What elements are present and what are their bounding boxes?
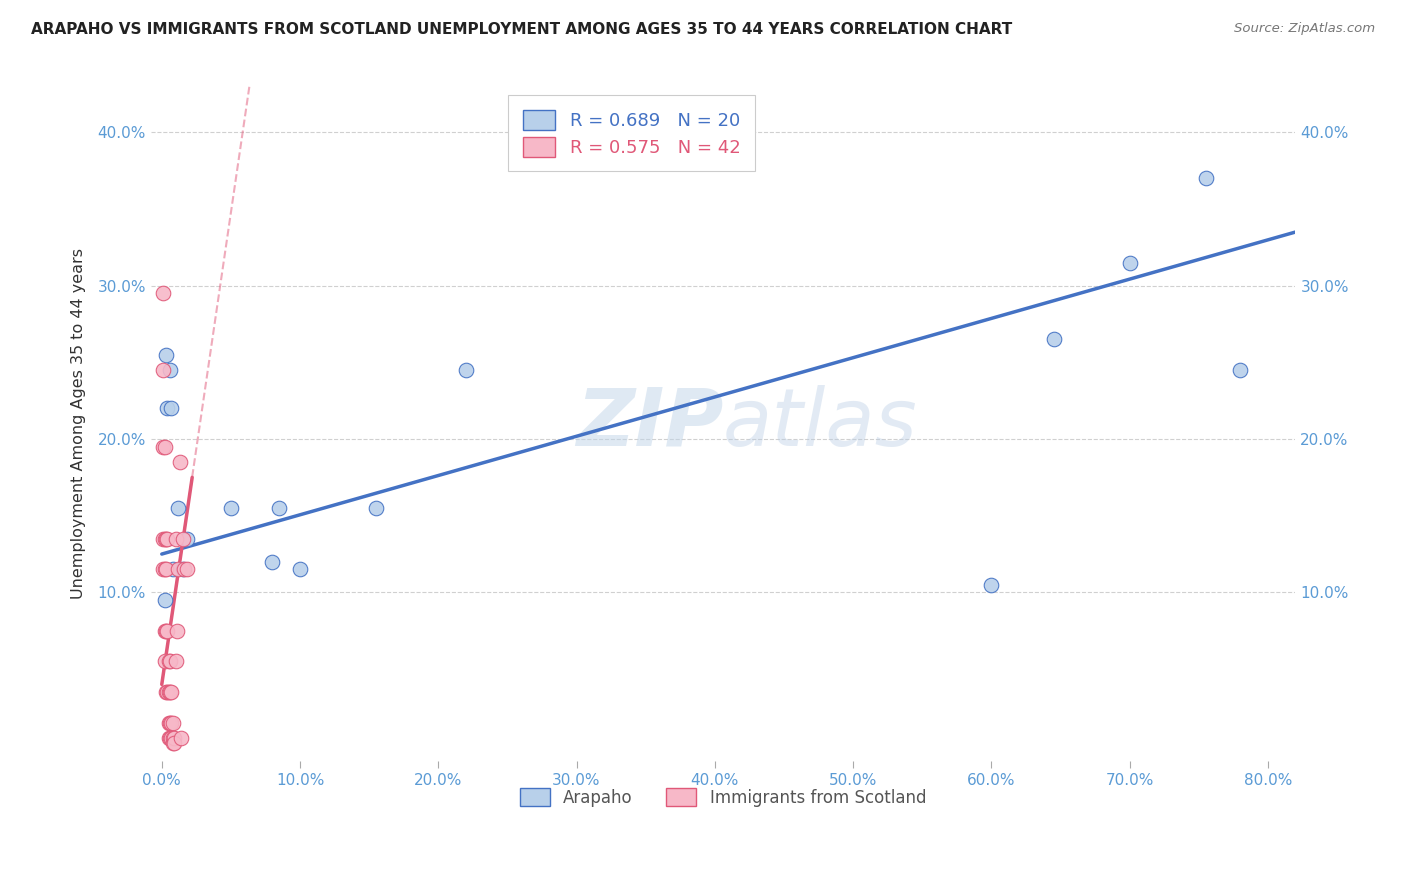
Legend: Arapaho, Immigrants from Scotland: Arapaho, Immigrants from Scotland [513,781,932,814]
Point [159,654,181,668]
Text: Source: ZipAtlas.com: Source: ZipAtlas.com [1234,22,1375,36]
Text: ZIP: ZIP [575,384,723,463]
Point [162,731,184,745]
Point [159,731,181,745]
Point [172,532,194,546]
Point [169,455,191,469]
Point [159,715,181,730]
Point [153,532,176,546]
Point [1194,171,1216,186]
Point [980,578,1002,592]
Point [162,715,184,730]
Point [155,562,177,576]
Point [155,532,177,546]
Point [1042,332,1064,346]
Point [160,715,183,730]
Point [162,562,184,576]
Text: ARAPAHO VS IMMIGRANTS FROM SCOTLAND UNEMPLOYMENT AMONG AGES 35 TO 44 YEARS CORRE: ARAPAHO VS IMMIGRANTS FROM SCOTLAND UNEM… [31,22,1012,37]
Point [152,363,174,377]
Point [157,685,180,699]
Point [153,562,176,576]
Point [153,654,176,668]
Point [176,532,198,546]
Point [288,562,311,576]
Point [153,624,176,638]
Point [160,731,183,745]
Point [157,654,180,668]
Point [159,363,181,377]
Point [155,624,177,638]
Point [167,562,190,576]
Point [157,715,180,730]
Point [172,562,194,576]
Point [176,562,198,576]
Point [165,532,187,546]
Point [153,440,176,454]
Point [156,685,179,699]
Point [156,532,179,546]
Point [152,532,174,546]
Point [163,736,186,750]
Text: atlas: atlas [723,384,918,463]
Point [155,685,177,699]
Point [173,562,195,576]
Point [454,363,477,377]
Point [262,555,284,569]
Point [167,501,190,516]
Point [155,348,177,362]
Point [170,731,193,745]
Point [152,562,174,576]
Point [152,440,174,454]
Point [166,624,188,638]
Point [160,685,183,699]
Point [156,624,179,638]
Point [1118,256,1140,270]
Point [269,501,291,516]
Point [152,286,174,301]
Point [159,685,181,699]
Point [157,731,180,745]
Point [1229,363,1251,377]
Point [162,736,184,750]
Point [364,501,387,516]
Point [165,654,187,668]
Point [163,731,186,745]
Point [219,501,242,516]
Y-axis label: Unemployment Among Ages 35 to 44 years: Unemployment Among Ages 35 to 44 years [72,248,86,599]
Point [153,593,176,607]
Point [156,401,179,416]
Point [160,401,183,416]
